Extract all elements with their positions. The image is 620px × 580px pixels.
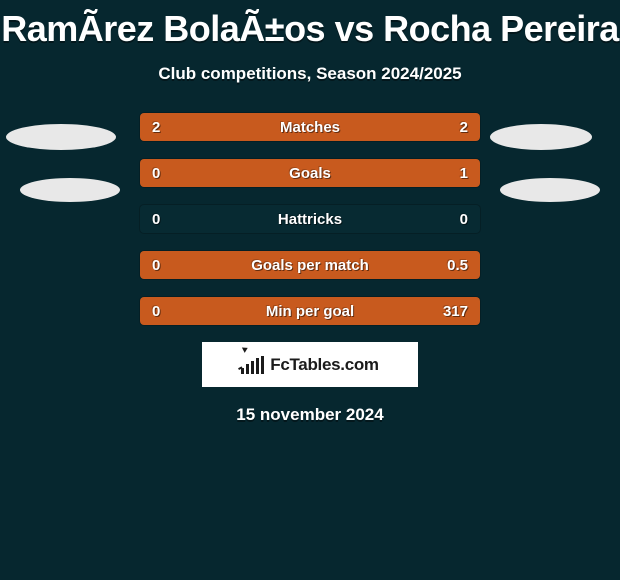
stat-row: 2Matches2	[139, 112, 481, 142]
value-right: 0	[460, 205, 468, 233]
season-subtitle: Club competitions, Season 2024/2025	[0, 64, 620, 84]
fctables-logo: FcTables.com	[202, 342, 418, 387]
value-right: 1	[460, 159, 468, 187]
value-right: 0.5	[447, 251, 468, 279]
metric-label: Goals per match	[140, 251, 480, 279]
stat-row: 0Min per goal317	[139, 296, 481, 326]
metric-label: Hattricks	[140, 205, 480, 233]
avatar-ellipse	[6, 124, 116, 150]
value-right: 317	[443, 297, 468, 325]
logo-bars-icon	[241, 356, 264, 374]
avatar-ellipse	[490, 124, 592, 150]
metric-label: Goals	[140, 159, 480, 187]
avatar-ellipse	[500, 178, 600, 202]
stat-row: 0Goals per match0.5	[139, 250, 481, 280]
comparison-title: RamÃ­rez BolaÃ±os vs Rocha Pereira	[0, 0, 620, 50]
logo-text: FcTables.com	[270, 355, 379, 375]
metric-label: Min per goal	[140, 297, 480, 325]
value-right: 2	[460, 113, 468, 141]
metric-label: Matches	[140, 113, 480, 141]
avatar-ellipse	[20, 178, 120, 202]
stat-row: 0Goals1	[139, 158, 481, 188]
stat-row: 0Hattricks0	[139, 204, 481, 234]
snapshot-date: 15 november 2024	[0, 405, 620, 425]
